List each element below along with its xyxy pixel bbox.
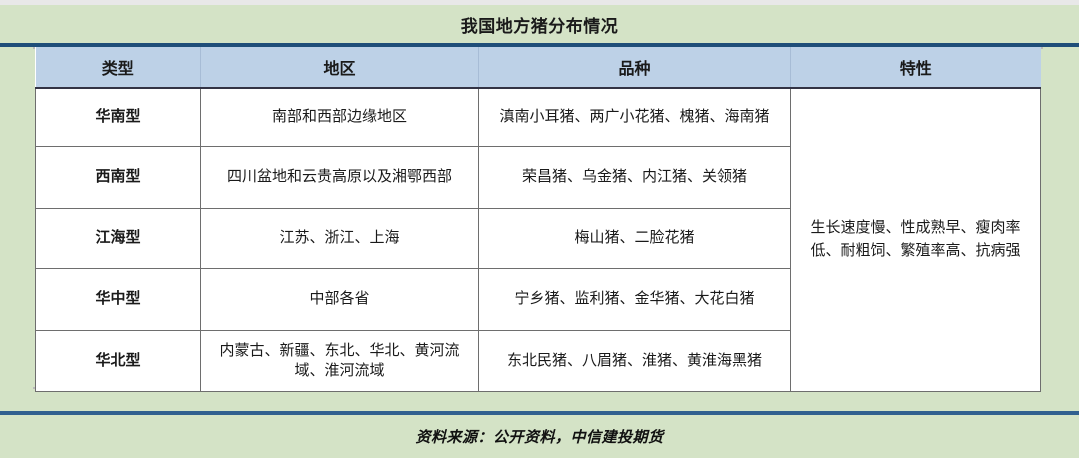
cell-breed: 东北民猪、八眉猪、淮猪、黄淮海黑猪 <box>478 329 791 392</box>
figure-source-note: 资料来源：公开资料，中信建投期货 <box>415 429 664 446</box>
table-header-row: 类型 地区 品种 特性 <box>35 47 1041 89</box>
cell-region: 四川盆地和云贵高原以及湘鄂西部 <box>200 145 479 209</box>
table-right-dotted-edge <box>1041 47 1043 388</box>
column-header-region: 地区 <box>200 47 479 89</box>
distribution-table-wrapper: 类型 地区 品种 特性 华南型 南部和西部边缘地区 滇南小耳猪、两广小花猪、槐猪… <box>35 47 1041 392</box>
table-row: 华南型 南部和西部边缘地区 滇南小耳猪、两广小花猪、槐猪、海南猪 生长速度慢、性… <box>35 87 1041 392</box>
distribution-table: 类型 地区 品种 特性 华南型 南部和西部边缘地区 滇南小耳猪、两广小花猪、槐猪… <box>35 47 1041 392</box>
title-underline-rule <box>0 43 1079 47</box>
column-header-breed: 品种 <box>478 47 791 89</box>
table-body: 华南型 南部和西部边缘地区 滇南小耳猪、两广小花猪、槐猪、海南猪 生长速度慢、性… <box>35 87 1041 392</box>
column-header-trait: 特性 <box>790 47 1041 89</box>
figure-source-band: 资料来源：公开资料，中信建投期货 <box>0 415 1079 458</box>
cell-region: 江苏、浙江、上海 <box>200 207 479 269</box>
figure-title-band: 我国地方猪分布情况 <box>0 5 1079 43</box>
table-row: 华中型 中部各省 宁乡猪、监利猪、金华猪、大花白猪 <box>35 267 1041 331</box>
cell-breed: 荣昌猪、乌金猪、内江猪、关领猪 <box>478 145 791 209</box>
cell-trait-merged: 生长速度慢、性成熟早、瘦肉率低、耐粗饲、繁殖率高、抗病强 <box>790 87 1041 392</box>
cell-region: 内蒙古、新疆、东北、华北、黄河流域、淮河流域 <box>200 329 479 392</box>
cell-region: 中部各省 <box>200 267 479 331</box>
table-row: 西南型 四川盆地和云贵高原以及湘鄂西部 荣昌猪、乌金猪、内江猪、关领猪 <box>35 145 1041 209</box>
cell-type: 江海型 <box>35 207 201 269</box>
figure-title: 我国地方猪分布情况 <box>460 16 619 36</box>
cell-breed: 滇南小耳猪、两广小花猪、槐猪、海南猪 <box>478 87 791 147</box>
cell-type: 华北型 <box>35 329 201 392</box>
top-hairline <box>0 0 1079 5</box>
cell-region: 南部和西部边缘地区 <box>200 87 479 147</box>
cell-type: 华南型 <box>35 87 201 147</box>
cell-breed: 梅山猪、二脸花猪 <box>478 207 791 269</box>
cell-type: 西南型 <box>35 145 201 209</box>
table-left-dotted-edge <box>33 47 35 388</box>
table-row: 华北型 内蒙古、新疆、东北、华北、黄河流域、淮河流域 东北民猪、八眉猪、淮猪、黄… <box>35 329 1041 392</box>
column-header-type: 类型 <box>35 47 201 89</box>
cell-breed: 宁乡猪、监利猪、金华猪、大花白猪 <box>478 267 791 331</box>
table-row: 江海型 江苏、浙江、上海 梅山猪、二脸花猪 <box>35 207 1041 269</box>
footer-rule <box>0 411 1079 415</box>
cell-type: 华中型 <box>35 267 201 331</box>
table-header: 类型 地区 品种 特性 <box>35 47 1041 89</box>
